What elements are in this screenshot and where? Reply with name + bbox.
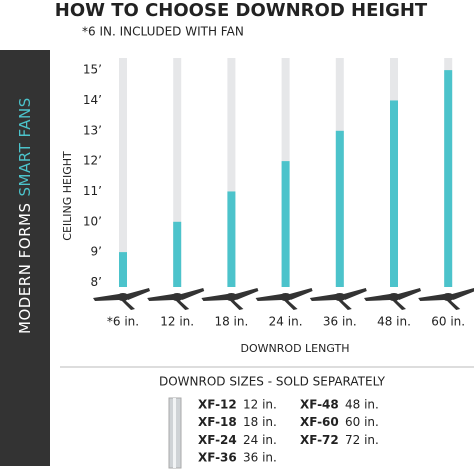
fan-icon [255, 288, 313, 310]
bar [119, 252, 127, 287]
x-tick-label: 48 in. [377, 315, 411, 329]
size-length: 12 in. [243, 398, 277, 412]
chart-title: HOW TO CHOOSE DOWNROD HEIGHT [55, 0, 428, 21]
x-tick-label: 60 in. [431, 315, 465, 329]
fan-hub [333, 293, 346, 301]
y-tick-label: 14’ [83, 93, 102, 107]
bar [335, 130, 344, 287]
bar-track [227, 58, 236, 287]
x-tick-label: 12 in. [160, 315, 194, 329]
sizes-title: DOWNROD SIZES - SOLD SEPARATELY [159, 375, 386, 389]
size-code: XF-24 [198, 433, 237, 447]
bar-track [119, 58, 127, 287]
fan-icon [201, 288, 259, 310]
y-tick-label: 11’ [83, 184, 102, 198]
size-length: 24 in. [243, 433, 277, 447]
y-tick-label: 9’ [91, 245, 102, 259]
size-length: 18 in. [243, 415, 277, 429]
y-axis-title: CEILING HEIGHT [61, 151, 74, 241]
chart-subtitle: *6 IN. INCLUDED WITH FAN [82, 25, 244, 39]
sidebar [0, 50, 50, 466]
x-tick-label: 18 in. [214, 315, 248, 329]
fan-hub [388, 293, 400, 301]
y-tick-label: 15’ [83, 63, 102, 77]
fan-hub [117, 293, 129, 301]
y-tick-label: 8’ [91, 275, 102, 289]
brand-tagline: SMART FANS [16, 97, 34, 196]
fan-hub [171, 293, 184, 301]
downrod-highlight [173, 398, 176, 468]
brand-name: MODERN FORMS SMART FANS [16, 97, 34, 334]
size-length: 36 in. [243, 451, 277, 465]
fan-icon [147, 288, 205, 310]
x-tick-label: 24 in. [269, 315, 303, 329]
size-code: XF-48 [300, 398, 339, 412]
fan-icon [93, 288, 150, 310]
bar-track [173, 58, 182, 287]
size-code: XF-12 [198, 398, 237, 412]
bar [281, 161, 290, 287]
x-axis-title: DOWNROD LENGTH [241, 342, 350, 355]
fan-icon [364, 288, 421, 310]
bar [173, 221, 182, 287]
size-length: 60 in. [345, 415, 379, 429]
x-tick-label: 36 in. [323, 315, 357, 329]
y-tick-label: 12’ [83, 154, 102, 168]
fan-icon [418, 288, 474, 310]
y-tick-label: 10’ [83, 214, 102, 228]
size-code: XF-72 [300, 433, 339, 447]
fan-icon [309, 288, 367, 310]
sizes-table: XF-12 12 in. XF-18 18 in. XF-24 24 in. XF-36 36… [198, 398, 379, 465]
size-code: XF-36 [198, 451, 237, 465]
size-length: 48 in. [345, 398, 379, 412]
fan-hub [442, 293, 455, 301]
size-code: XF-60 [300, 415, 339, 429]
bar [390, 100, 398, 287]
size-code: XF-18 [198, 415, 237, 429]
brand-name: MODERN FORMS [16, 202, 34, 334]
bar [227, 191, 236, 287]
fan-hub [279, 293, 292, 301]
y-tick-label: 13’ [83, 123, 102, 137]
x-tick-label: *6 in. [107, 315, 139, 329]
size-length: 72 in. [345, 433, 379, 447]
bar [444, 70, 453, 288]
fan-hub [225, 293, 238, 301]
